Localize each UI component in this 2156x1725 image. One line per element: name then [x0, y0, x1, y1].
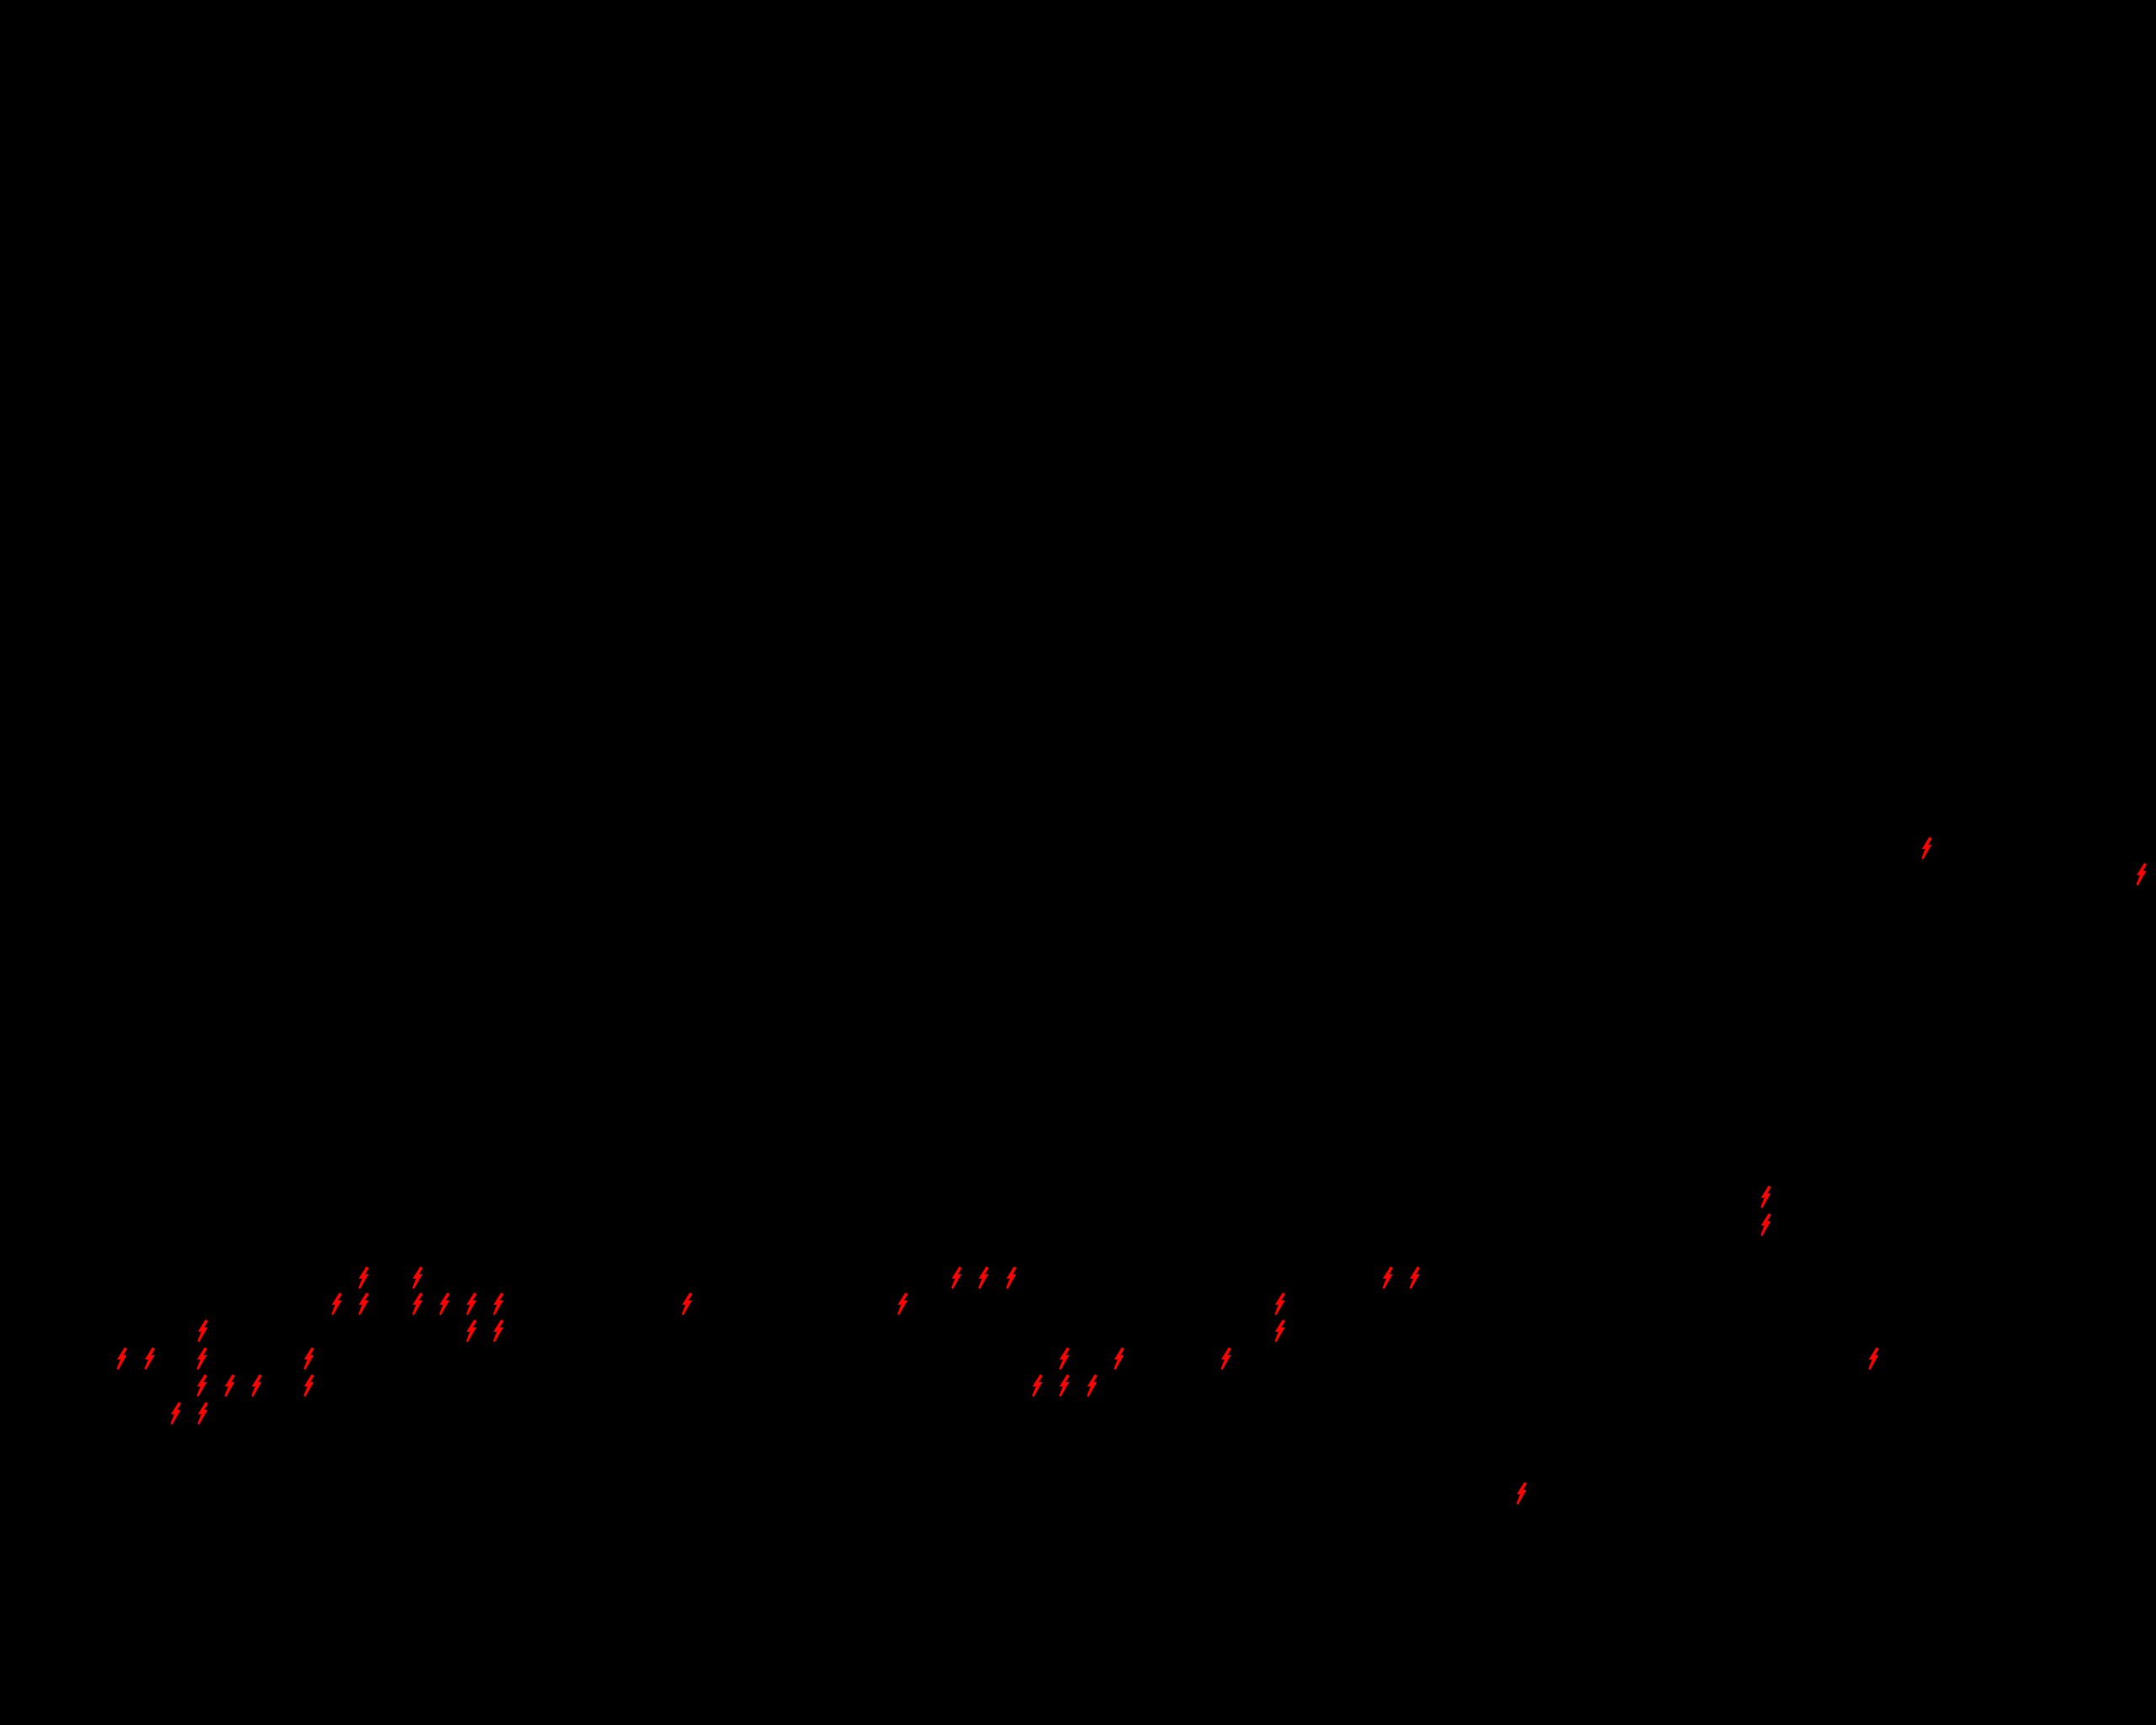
lightning-bolt-icon [466, 1292, 477, 1316]
lightning-bolt-icon [412, 1292, 423, 1316]
lightning-bolt-icon [116, 1347, 127, 1370]
lightning-bolt-icon [197, 1319, 208, 1343]
lightning-bolt-icon [1059, 1347, 1070, 1370]
lightning-bolt-icon [197, 1402, 208, 1425]
lightning-bolt-icon [1274, 1292, 1285, 1316]
lightning-bolt-icon [1059, 1374, 1070, 1397]
lightning-bolt-icon [1921, 836, 1932, 860]
lightning-bolt-icon [2136, 862, 2147, 886]
lightning-bolt-icon [144, 1347, 155, 1370]
lightning-bolt-icon [358, 1292, 369, 1316]
lightning-bolt-icon [170, 1402, 181, 1425]
lightning-bolt-icon [439, 1292, 450, 1316]
lightning-bolt-icon [303, 1347, 314, 1370]
lightning-bolt-icon [466, 1319, 477, 1343]
lightning-bolt-icon [493, 1319, 504, 1343]
lightning-bolt-icon [978, 1266, 989, 1290]
lightning-bolt-icon [1382, 1266, 1393, 1290]
lightning-bolt-icon [1760, 1213, 1771, 1236]
lightning-bolt-icon [1006, 1266, 1017, 1290]
lightning-bolt-icon [412, 1266, 423, 1290]
lightning-bolt-icon [1409, 1266, 1420, 1290]
lightning-bolt-icon [1760, 1185, 1771, 1209]
lightning-bolt-icon [1113, 1347, 1124, 1370]
lightning-bolt-icon [196, 1347, 207, 1370]
lightning-bolt-icon [358, 1266, 369, 1290]
lightning-bolt-icon [1032, 1374, 1043, 1397]
lightning-bolt-icon [1868, 1347, 1879, 1370]
lightning-bolt-icon [303, 1374, 314, 1397]
lightning-bolt-icon [681, 1292, 692, 1316]
lightning-bolt-icon [1516, 1482, 1527, 1505]
lightning-bolt-icon [951, 1266, 962, 1290]
lightning-bolt-icon [224, 1374, 235, 1397]
lightning-bolt-icon [493, 1292, 504, 1316]
lightning-bolt-icon [251, 1374, 262, 1397]
lightning-bolt-icon [1086, 1374, 1097, 1397]
lightning-bolt-icon [196, 1374, 207, 1397]
lightning-bolt-icon [331, 1292, 342, 1316]
lightning-bolt-icon [897, 1292, 908, 1316]
lightning-bolt-icon [1274, 1319, 1285, 1343]
lightning-bolt-icon [1220, 1347, 1231, 1370]
